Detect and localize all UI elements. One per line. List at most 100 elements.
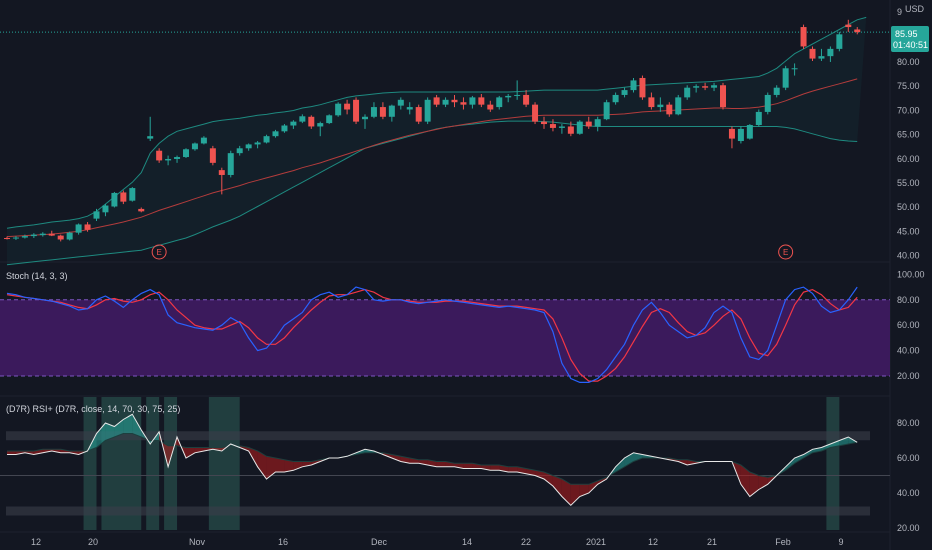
candle [272, 129, 279, 138]
rsi-fill-segment [418, 459, 428, 465]
candle-body [370, 107, 377, 117]
time-tick-label: Dec [371, 537, 388, 547]
candle-body [442, 99, 449, 105]
candle [594, 116, 601, 132]
candle-body [174, 157, 181, 159]
candle [711, 82, 718, 92]
time-tick-label: 2021 [586, 537, 606, 547]
time-tick-label: 16 [278, 537, 288, 547]
candle-body [344, 103, 351, 110]
candle [648, 92, 655, 110]
candle [630, 77, 637, 93]
price-tick-label: 45.00 [897, 226, 920, 236]
last-price-value: 85.95 [895, 29, 918, 39]
candle-body [129, 188, 136, 201]
candle [326, 114, 333, 125]
time-tick-label: 21 [707, 537, 717, 547]
candle [290, 120, 297, 129]
candle-body [514, 94, 521, 96]
rsi-fill-segment [615, 458, 625, 472]
candle-body [460, 102, 467, 105]
candle-body [191, 143, 198, 150]
rsi-fill-segment [33, 449, 43, 455]
earnings-marker-circle [778, 244, 794, 260]
candle-body [48, 233, 55, 236]
candle [66, 231, 73, 241]
candle-body [397, 99, 404, 106]
candle-body [353, 99, 360, 122]
candle [827, 46, 834, 62]
candle-body [93, 211, 100, 219]
candle [281, 124, 288, 133]
candle [129, 187, 136, 202]
candle-body [576, 121, 583, 134]
candle [254, 141, 261, 149]
rsi-fill-segment [132, 414, 142, 437]
candle [156, 148, 163, 163]
candle-body [209, 148, 216, 163]
candle-body [111, 192, 118, 207]
rsi-fill-segment [141, 430, 151, 444]
price-tick-label: 9 [897, 7, 902, 17]
candle-body [648, 97, 655, 108]
candle [84, 222, 91, 232]
price-axis: USD 9 80.00 75.00 70.00 65.00 60.00 55.00 50.00… [897, 4, 925, 261]
time-tick-label: Nov [189, 537, 206, 547]
candle-body [639, 77, 646, 98]
rsi-fill-segment [552, 475, 562, 497]
candle [138, 207, 145, 213]
candle [639, 75, 646, 100]
rsi-fill-segment [409, 458, 419, 464]
rsi-fill-segment [758, 475, 768, 490]
stoch-tick-label: 80.00 [897, 295, 920, 305]
candle-body [657, 104, 664, 108]
candle [218, 167, 225, 195]
price-tick-label: 55.00 [897, 178, 920, 188]
candle-body [782, 68, 789, 88]
candle [433, 94, 440, 108]
candle-body [183, 149, 189, 158]
candle-body [487, 104, 494, 110]
stoch-tick-label: 100.00 [897, 269, 925, 279]
rsi-fill-segment [803, 449, 813, 458]
rsi-fill-segment [490, 465, 500, 471]
price-tick-label: 70.00 [897, 105, 920, 115]
candle-body [451, 99, 458, 103]
candle-body [66, 232, 73, 240]
candle [460, 97, 467, 110]
candle-body [809, 48, 816, 59]
candle [487, 100, 494, 112]
stoch-label: Stoch (14, 3, 3) [6, 271, 68, 281]
candle-body [102, 205, 109, 213]
earnings-marker: E [778, 244, 794, 260]
rsi-fill-segment [508, 466, 518, 472]
candle [702, 82, 709, 91]
candle [612, 92, 619, 105]
rsi-tick-label: 80.00 [897, 418, 920, 428]
stoch-k-line [6, 286, 858, 383]
rsi-fill-segment [302, 461, 312, 467]
candle [854, 27, 861, 35]
bollinger-mid-line [6, 78, 858, 238]
candle [469, 95, 476, 109]
stoch-tick-label: 60.00 [897, 320, 920, 330]
rsi-pane[interactable] [0, 397, 890, 530]
candle-body [272, 131, 279, 137]
candle-body [818, 56, 825, 59]
candle-body [84, 224, 91, 230]
candle [755, 109, 762, 127]
candle-body [424, 99, 431, 122]
price-tick-label: 50.00 [897, 202, 920, 212]
candle [236, 145, 243, 156]
time-tick-label: 12 [648, 537, 658, 547]
stochastic-pane[interactable] [0, 286, 890, 383]
candle-body [478, 97, 485, 105]
rsi-fill-segment [114, 419, 124, 437]
candle [30, 233, 37, 239]
candle [558, 124, 565, 134]
candle [424, 97, 431, 125]
earnings-marker-circle [151, 244, 167, 260]
rsi-highlight-column [826, 397, 840, 530]
